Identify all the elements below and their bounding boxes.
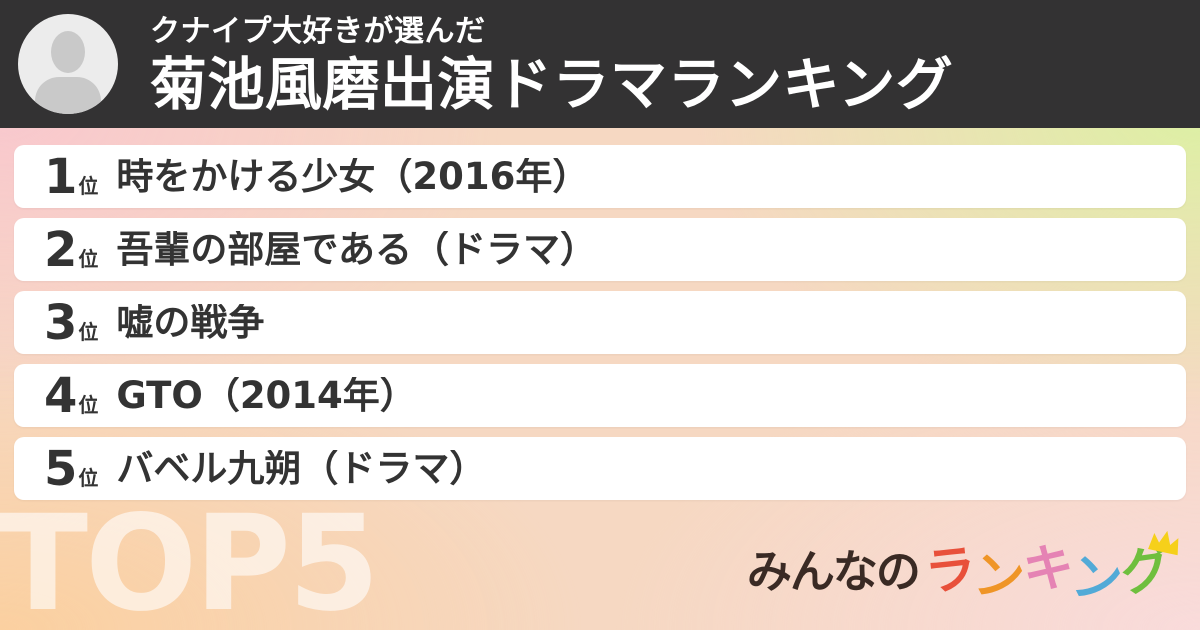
ranking-row-1[interactable]: 1 位 時をかける少女（2016年） <box>14 145 1186 208</box>
header: クナイプ大好きが選んだ 菊池風磨出演ドラマランキング <box>0 0 1200 128</box>
avatar-person-icon <box>51 31 85 73</box>
rank-badge: 5 位 <box>44 445 98 493</box>
logo-prefix-text: みんなの <box>746 544 921 598</box>
rank-badge: 2 位 <box>44 226 98 274</box>
rank-suffix: 位 <box>78 319 99 344</box>
ranking-row-2[interactable]: 2 位 吾輩の部屋である（ドラマ） <box>14 218 1186 281</box>
rank-suffix: 位 <box>78 465 99 490</box>
crown-icon <box>1148 530 1179 555</box>
rank-badge: 3 位 <box>44 299 98 347</box>
top5-watermark: TOP5 <box>0 487 380 630</box>
ranking-row-5[interactable]: 5 位 バベル九朔（ドラマ） <box>14 437 1186 500</box>
minna-no-ranking-logo[interactable]: みんなの ラ ン キ ン グ <box>746 530 1179 611</box>
logo-char-n2: ン <box>1068 547 1124 611</box>
rank-number: 2 <box>44 221 78 278</box>
rank-number: 4 <box>44 367 78 424</box>
ranking-row-3[interactable]: 3 位 嘘の戦争 <box>14 291 1186 354</box>
page-title: 菊池風磨出演ドラマランキング <box>150 51 954 118</box>
logo-char-n1: ン <box>970 545 1025 609</box>
ranking-row-4[interactable]: 4 位 GTO（2014年） <box>14 364 1186 427</box>
user-avatar[interactable] <box>18 14 118 114</box>
avatar-person-icon-body <box>35 77 101 114</box>
ranking-author-subtitle: クナイプ大好きが選んだ <box>150 14 486 49</box>
rank-item-title: GTO（2014年） <box>116 377 417 414</box>
logo-char-ki: キ <box>1020 537 1074 601</box>
rank-suffix: 位 <box>78 392 99 417</box>
rank-suffix: 位 <box>78 246 99 271</box>
ranking-list: 1 位 時をかける少女（2016年） 2 位 吾輩の部屋である（ドラマ） 3 位… <box>14 145 1186 500</box>
rank-item-title: 嘘の戦争 <box>116 304 265 341</box>
rank-number: 5 <box>44 440 78 497</box>
logo-char-ra: ラ <box>921 539 977 603</box>
rank-badge: 4 位 <box>44 372 98 420</box>
rank-item-title: バベル九朔（ドラマ） <box>116 450 487 487</box>
rank-number: 1 <box>44 148 78 205</box>
rank-badge: 1 位 <box>44 153 98 201</box>
rank-item-title: 吾輩の部屋である（ドラマ） <box>116 231 598 268</box>
header-text: クナイプ大好きが選んだ 菊池風磨出演ドラマランキング <box>150 13 1180 119</box>
rank-number: 3 <box>44 294 78 351</box>
logo-colored-text: ラ ン キ ン グ <box>921 530 1179 611</box>
rank-suffix: 位 <box>78 173 99 198</box>
rank-item-title: 時をかける少女（2016年） <box>116 158 590 195</box>
